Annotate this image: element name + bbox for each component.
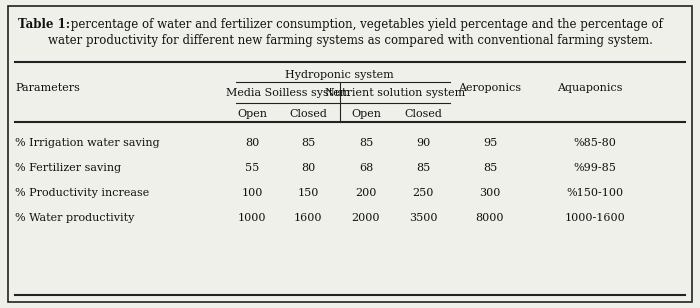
Text: % Water productivity: % Water productivity	[15, 213, 134, 223]
Text: Parameters: Parameters	[15, 83, 80, 93]
Text: percentage of water and fertilizer consumption, vegetables yield percentage and : percentage of water and fertilizer consu…	[67, 18, 663, 31]
Text: Open: Open	[237, 109, 267, 119]
Text: 300: 300	[480, 188, 500, 198]
Text: 85: 85	[301, 138, 315, 148]
Text: water productivity for different new farming systems as compared with convention: water productivity for different new far…	[48, 34, 652, 47]
Text: Aquaponics: Aquaponics	[557, 83, 623, 93]
Text: % Irrigation water saving: % Irrigation water saving	[15, 138, 160, 148]
Text: Media Soilless system: Media Soilless system	[226, 88, 350, 98]
Text: % Fertilizer saving: % Fertilizer saving	[15, 163, 121, 173]
Text: 90: 90	[416, 138, 430, 148]
Text: 85: 85	[359, 138, 373, 148]
Text: 85: 85	[416, 163, 430, 173]
Text: Closed: Closed	[289, 109, 327, 119]
Text: 8000: 8000	[476, 213, 504, 223]
Text: Aeroponics: Aeroponics	[458, 83, 522, 93]
Text: 80: 80	[301, 163, 315, 173]
Text: Hydroponic system: Hydroponic system	[285, 70, 394, 80]
Text: 150: 150	[298, 188, 318, 198]
Text: %99-85: %99-85	[573, 163, 617, 173]
Text: Table 1:: Table 1:	[18, 18, 70, 31]
Text: %85-80: %85-80	[573, 138, 617, 148]
Text: 68: 68	[359, 163, 373, 173]
Text: 95: 95	[483, 138, 497, 148]
Text: 1000-1600: 1000-1600	[565, 213, 625, 223]
Text: 1000: 1000	[238, 213, 266, 223]
Text: 3500: 3500	[409, 213, 438, 223]
Text: 200: 200	[356, 188, 377, 198]
Text: 85: 85	[483, 163, 497, 173]
Text: Closed: Closed	[404, 109, 442, 119]
Text: % Productivity increase: % Productivity increase	[15, 188, 149, 198]
Text: 250: 250	[412, 188, 434, 198]
Text: 2000: 2000	[351, 213, 380, 223]
Text: 55: 55	[245, 163, 259, 173]
Text: %150-100: %150-100	[566, 188, 624, 198]
Text: Nutrient solution system: Nutrient solution system	[325, 88, 465, 98]
Text: 100: 100	[241, 188, 262, 198]
Text: 80: 80	[245, 138, 259, 148]
Text: Open: Open	[351, 109, 381, 119]
Text: 1600: 1600	[294, 213, 322, 223]
